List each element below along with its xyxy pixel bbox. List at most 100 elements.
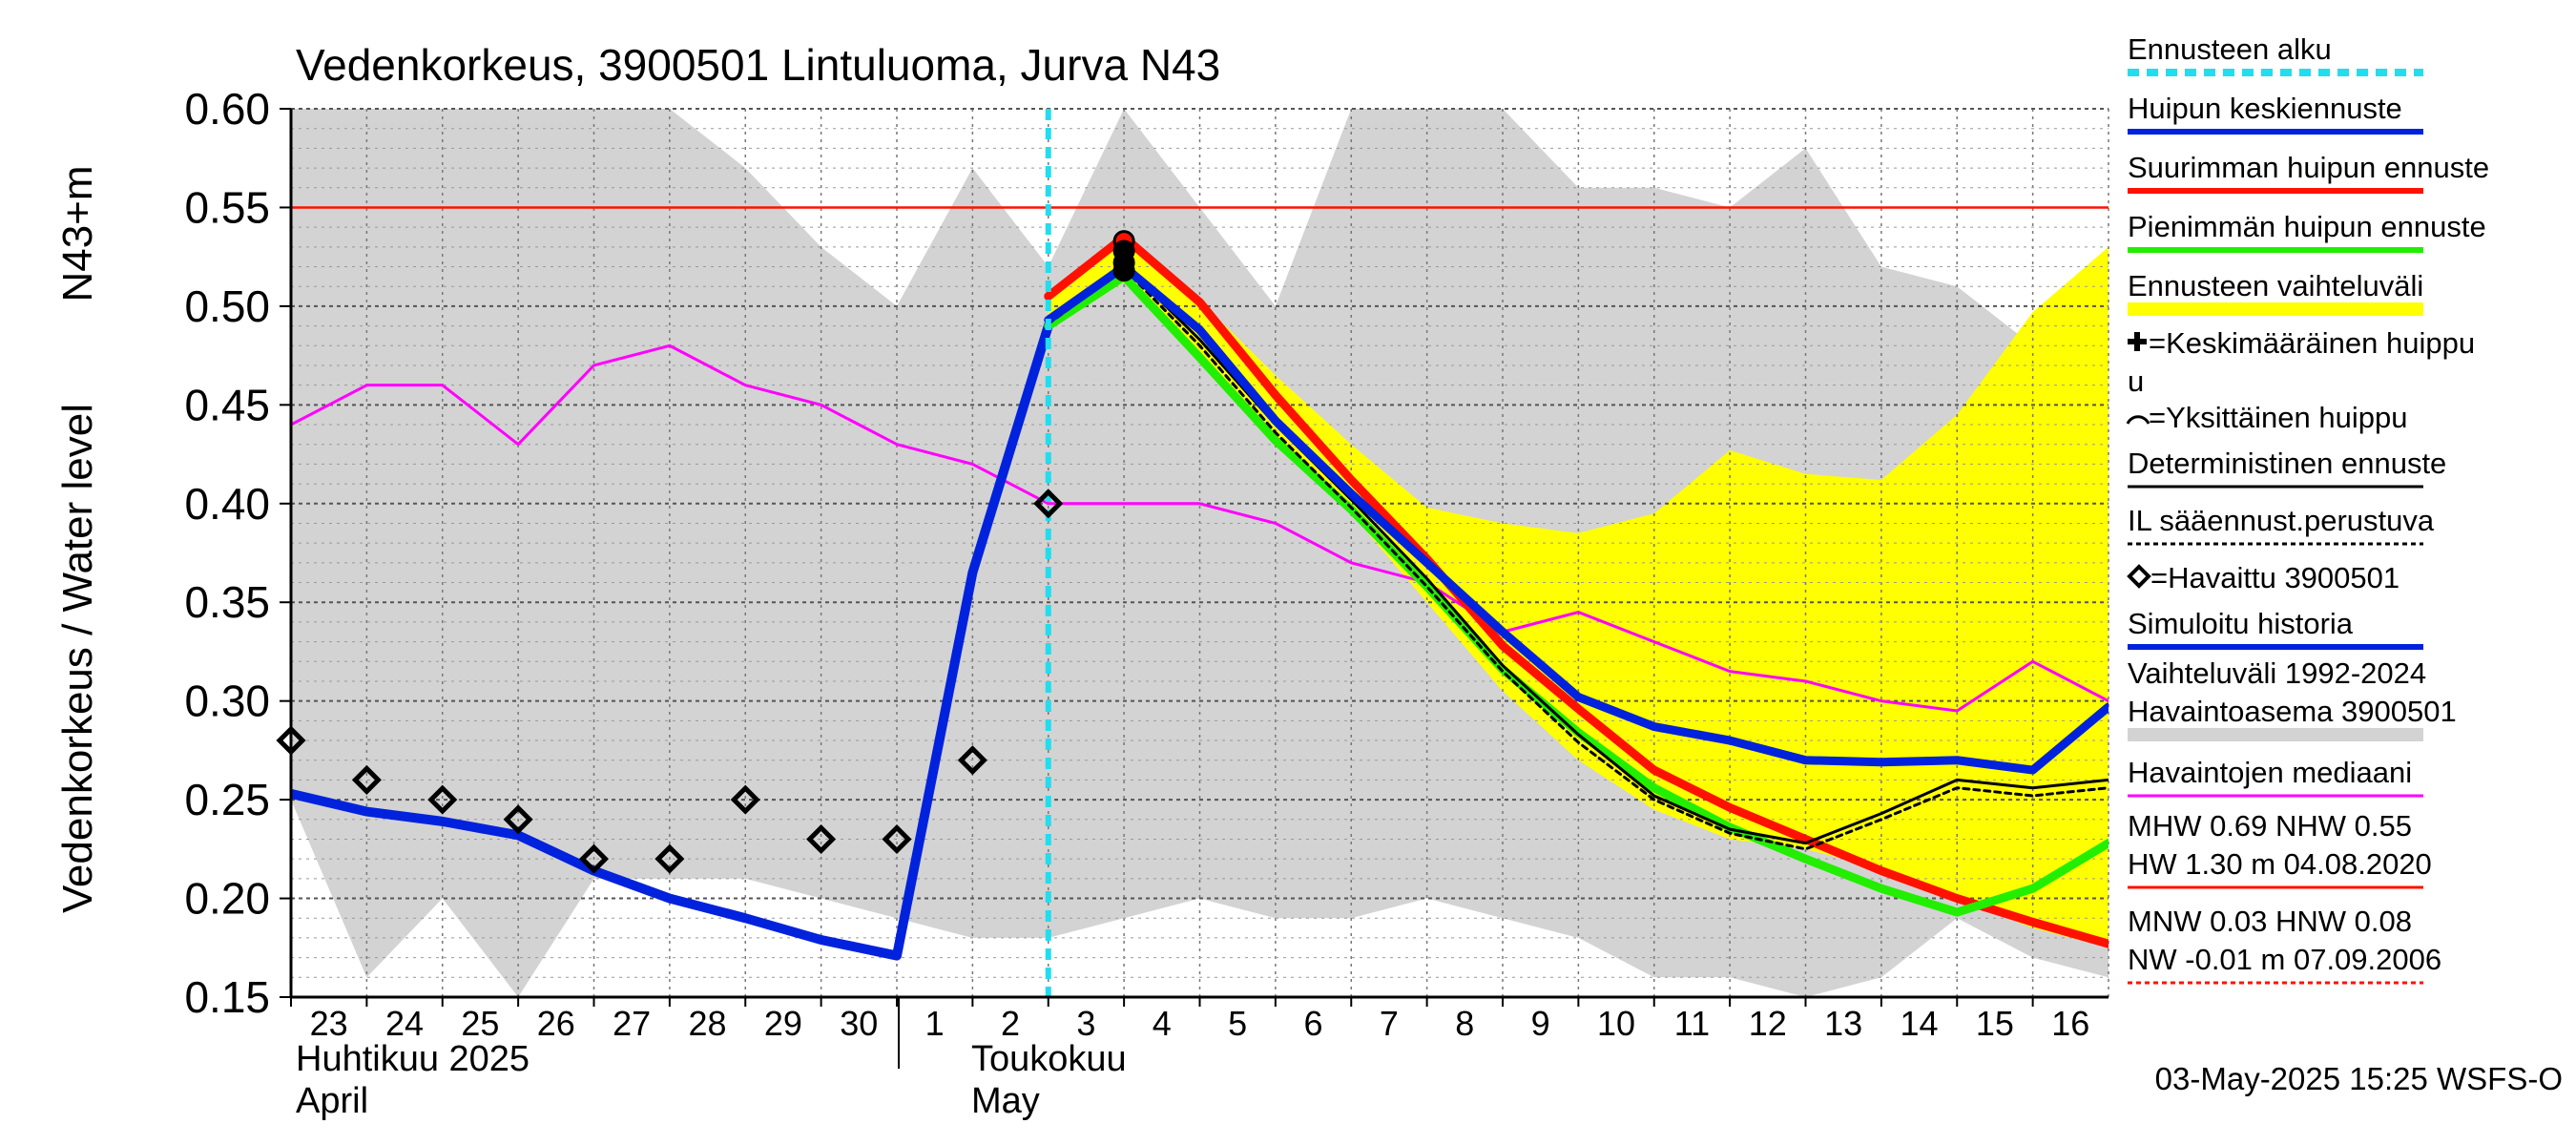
legend-label: IL sääennust.perustuva xyxy=(2128,504,2435,537)
legend-label: MHW 0.69 NHW 0.55 xyxy=(2128,809,2412,843)
observed-point xyxy=(1033,489,1064,519)
legend-label: Huipun keskiennuste xyxy=(2128,92,2402,125)
x-tick-label: 12 xyxy=(1749,1004,1787,1043)
legend-item: MNW 0.03 HNW 0.08 NW -0.01 m 07.09.2006 xyxy=(2128,905,2441,985)
legend-item: Deterministinen ennuste xyxy=(2128,447,2446,489)
x-tick-label: 3 xyxy=(1076,1004,1095,1043)
x-tick-label: 8 xyxy=(1455,1004,1474,1043)
diamond-icon xyxy=(2127,564,2151,589)
legend-label: Ennusteen vaihteluväli xyxy=(2128,269,2423,302)
deterministic-forecast-line xyxy=(1047,262,2109,845)
legend-label: Havaintoasema 3900501 xyxy=(2128,695,2457,728)
legend-label: NW -0.01 m 07.09.2006 xyxy=(2128,943,2441,976)
peak-marker xyxy=(1112,260,1135,282)
x-tick-label: 25 xyxy=(461,1004,499,1043)
x-tick-label: 5 xyxy=(1228,1004,1247,1043)
y-tick-label: 0.45 xyxy=(184,380,270,429)
legend: Ennusteen alku Huipun keskiennuste Suurimm… xyxy=(2126,32,2489,985)
legend-item: Vaihteluväli 1992-2024 Havaintoasema 390… xyxy=(2128,656,2457,741)
x-tick-label: 24 xyxy=(385,1004,424,1043)
observed-point xyxy=(882,823,912,855)
legend-label: Ennusteen alku xyxy=(2128,32,2332,66)
y-tick-label: 0.55 xyxy=(184,182,270,232)
x-tick-label: 11 xyxy=(1674,1004,1710,1043)
footer-timestamp: 03-May-2025 15:25 WSFS-O xyxy=(2155,1061,2563,1096)
y-tick-label: 0.60 xyxy=(184,84,270,134)
x-tick-label: 16 xyxy=(2051,1004,2089,1043)
x-tick-label: 10 xyxy=(1597,1004,1635,1043)
x-tick-label: 2 xyxy=(1001,1004,1020,1043)
median-line xyxy=(291,344,2109,713)
y-tick-label: 0.30 xyxy=(184,677,270,726)
x-tick-label: 26 xyxy=(537,1004,575,1043)
min-peak-forecast-line xyxy=(1044,272,2109,917)
y-axis-unit: N43+m xyxy=(54,165,101,302)
max-peak-forecast-line xyxy=(1044,232,2109,948)
legend-label: HW 1.30 m 04.08.2020 xyxy=(2128,847,2432,881)
legend-label: Suurimman huipun ennuste xyxy=(2128,151,2489,184)
x-tick-label: 9 xyxy=(1531,1004,1550,1043)
arc-icon xyxy=(2126,415,2150,425)
month-label-april-en: April xyxy=(296,1081,368,1121)
observed-point xyxy=(503,804,533,835)
legend-label: u xyxy=(2128,364,2144,398)
legend-item: Simuloitu historia xyxy=(2128,607,2423,650)
x-tick-label: 7 xyxy=(1380,1004,1399,1043)
legend-label: Pienimmän huipun ennuste xyxy=(2128,210,2486,243)
series-lines xyxy=(291,232,2109,961)
legend-item: Havaintojen mediaani xyxy=(2128,756,2423,798)
legend-item: Huipun keskiennuste xyxy=(2128,92,2423,135)
legend-item: Pienimmän huipun ennuste xyxy=(2128,210,2486,253)
x-tick-label: 6 xyxy=(1304,1004,1323,1043)
mean-peak-forecast-line xyxy=(1044,262,2109,775)
observed-point xyxy=(730,784,760,815)
y-tick-label: 0.20 xyxy=(184,874,270,924)
peak-markers xyxy=(1112,230,1135,282)
chart-title: Vedenkorkeus, 3900501 Lintuluoma, Jurva … xyxy=(296,40,1220,90)
y-tick-label: 0.35 xyxy=(184,577,270,627)
legend-label: Deterministinen ennuste xyxy=(2128,447,2446,480)
observed-point xyxy=(806,823,837,855)
x-tick-label: 13 xyxy=(1824,1004,1862,1043)
legend-item: =Havaittu 3900501 xyxy=(2127,561,2399,594)
legend-label: Vaihteluväli 1992-2024 xyxy=(2128,656,2426,690)
legend-item: MHW 0.69 NHW 0.55 HW 1.30 m 04.08.2020 xyxy=(2128,809,2432,889)
x-tick-label: 30 xyxy=(840,1004,878,1043)
observed-point xyxy=(351,764,382,795)
weather-based-forecast-line xyxy=(1047,267,2109,851)
simulated-history-line xyxy=(291,321,1053,961)
legend-item: Ennusteen vaihteluväli xyxy=(2128,269,2423,316)
legend-item: Ennusteen alku xyxy=(2128,32,2423,76)
x-tick-label: 27 xyxy=(613,1004,651,1043)
month-label-may-en: May xyxy=(971,1081,1040,1121)
tick-labels: 0.60 0.55 0.50 0.45 0.40 0.35 0.30 0.25 0.20 0.15… xyxy=(184,84,2089,1043)
x-tick-label: 28 xyxy=(689,1004,727,1043)
y-tick-label: 0.25 xyxy=(184,775,270,824)
x-tick-label: 1 xyxy=(925,1004,945,1043)
y-tick-label: 0.50 xyxy=(184,281,270,331)
legend-label: MNW 0.03 HNW 0.08 xyxy=(2128,905,2412,938)
legend-item: =Yksittäinen huippu xyxy=(2126,401,2407,434)
legend-label: Simuloitu historia xyxy=(2128,607,2354,640)
y-tick-label: 0.40 xyxy=(184,479,270,529)
x-tick-label: 14 xyxy=(1901,1004,1939,1043)
y-axis-label: Vedenkorkeus / Water level xyxy=(54,404,101,913)
observed-point xyxy=(957,745,987,776)
observed-point xyxy=(427,784,458,815)
legend-item: Suurimman huipun ennuste xyxy=(2128,151,2489,194)
x-tick-label: 4 xyxy=(1153,1004,1172,1043)
observed-point xyxy=(654,843,685,874)
legend-label: =Keskimääräinen huippu xyxy=(2149,326,2475,360)
legend-label: =Havaittu 3900501 xyxy=(2150,561,2399,594)
month-label-april-fi: Huhtikuu 2025 xyxy=(296,1039,530,1079)
legend-item: IL sääennust.perustuva xyxy=(2128,504,2435,546)
x-tick-label: 29 xyxy=(764,1004,802,1043)
observed-point xyxy=(578,843,610,874)
x-tick-label: 23 xyxy=(310,1004,348,1043)
month-label-may-fi: Toukokuu xyxy=(971,1039,1127,1079)
x-tick-label: 15 xyxy=(1976,1004,2014,1043)
legend-label: Havaintojen mediaani xyxy=(2128,756,2412,789)
legend-label: =Yksittäinen huippu xyxy=(2149,401,2407,434)
